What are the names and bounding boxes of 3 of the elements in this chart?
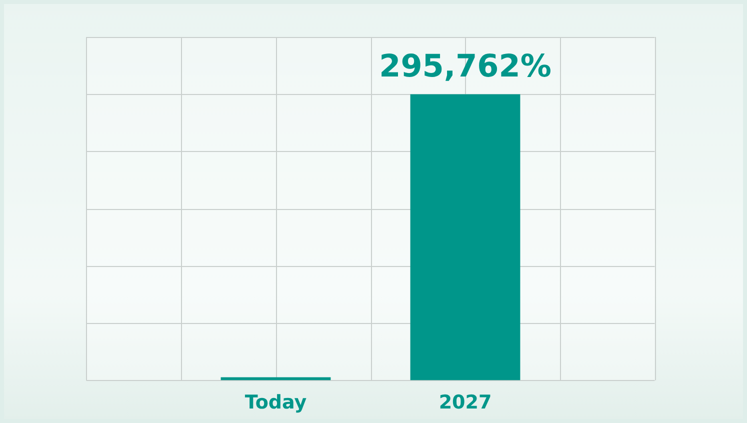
x-tick-label: Today xyxy=(244,392,308,414)
x-tick-label: 2027 xyxy=(438,392,492,414)
data-label: 295,762% xyxy=(379,48,552,85)
